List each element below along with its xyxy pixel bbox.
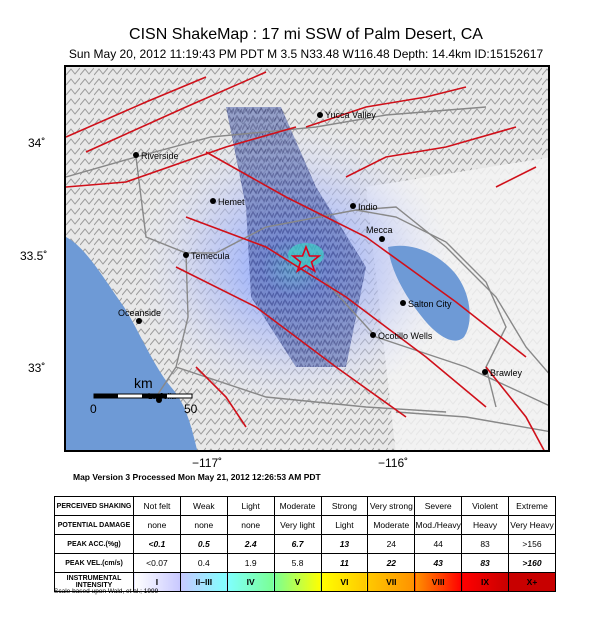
svg-text:0: 0 [90,402,97,416]
map-canvas: Yucca Valley Riverside Hemet Indio Mecca… [66,67,548,450]
intensity-cell: VIII [414,572,463,592]
lon-tick-117: −117˚ [192,456,223,470]
city-temecula: Temecula [183,251,230,261]
svg-text:Mecca: Mecca [366,225,393,235]
lat-tick-34: 34˚ [28,136,46,150]
lat-tick-33: 33˚ [28,361,46,375]
city-mecca: Mecca [366,225,393,242]
svg-text:Yucca Valley: Yucca Valley [325,110,376,120]
shakemap-map: Yucca Valley Riverside Hemet Indio Mecca… [64,65,550,452]
city-yucca-valley: Yucca Valley [317,110,376,120]
city-oceanside: Oceanside [118,308,161,324]
scale-note: Scale based upon Wald, et al.; 1999 [54,588,159,595]
map-title: CISN ShakeMap : 17 mi SSW of Palm Desert… [129,26,483,43]
event-info: Sun May 20, 2012 11:19:43 PM PDT M 3.5 N… [68,47,544,61]
city-brawley: Brawley [482,368,523,378]
intensity-cell: II–III [179,572,228,592]
legend-row-shaking: PERCEIVED SHAKING Not felt Weak Light Mo… [54,496,556,516]
legend-row-vel: PEAK VEL.(cm/s) <0.07 0.4 1.9 5.8 11 22 … [54,553,556,573]
intensity-cell: V [273,572,322,592]
svg-text:Riverside: Riverside [141,151,179,161]
svg-text:km: km [134,375,153,391]
strong-shaking-core [288,243,324,267]
faults [66,71,545,450]
city-riverside: Riverside [133,151,179,161]
legend-row-damage: POTENTIAL DAMAGE none none none Very lig… [54,515,556,535]
svg-text:Indio: Indio [358,202,378,212]
svg-text:50: 50 [184,402,198,416]
city-hemet: Hemet [210,197,245,207]
lat-tick-33-5: 33.5˚ [20,249,48,263]
city-ocotillo-wells: Ocotillo Wells [370,331,433,341]
intensity-cell: VII [367,572,416,592]
star-icon [290,244,322,273]
intensity-cell: IX [461,572,509,592]
legend-row-intensity: INSTRUMENTAL INTENSITY I II–III IV V VI … [54,572,556,592]
svg-text:Salton City: Salton City [408,299,452,309]
intensity-legend: PERCEIVED SHAKING Not felt Weak Light Mo… [54,496,556,592]
svg-text:Oceanside: Oceanside [118,308,161,318]
svg-text:Hemet: Hemet [218,197,245,207]
mountain-shading [226,107,366,367]
svg-text:Ocotillo Wells: Ocotillo Wells [378,331,433,341]
svg-text:Temecula: Temecula [191,251,230,261]
salton-sea [388,245,470,341]
svg-text:Brawley: Brawley [490,368,523,378]
intensity-cell: I [133,572,181,592]
map-version: Map Version 3 Processed Mon May 21, 2012… [73,472,321,482]
roads [66,106,548,433]
lon-tick-116: −116˚ [378,456,409,470]
intensity-cell: VI [320,572,369,592]
legend-row-acc: PEAK ACC.(%g) <0.1 0.5 2.4 6.7 13 24 44 … [54,534,556,554]
city-indio: Indio [350,202,378,212]
scale-bar: km 0 50 [90,375,198,416]
intensity-cell: IV [226,572,275,592]
city-salton-city: Salton City [400,299,452,309]
intensity-cell: X+ [508,572,556,592]
